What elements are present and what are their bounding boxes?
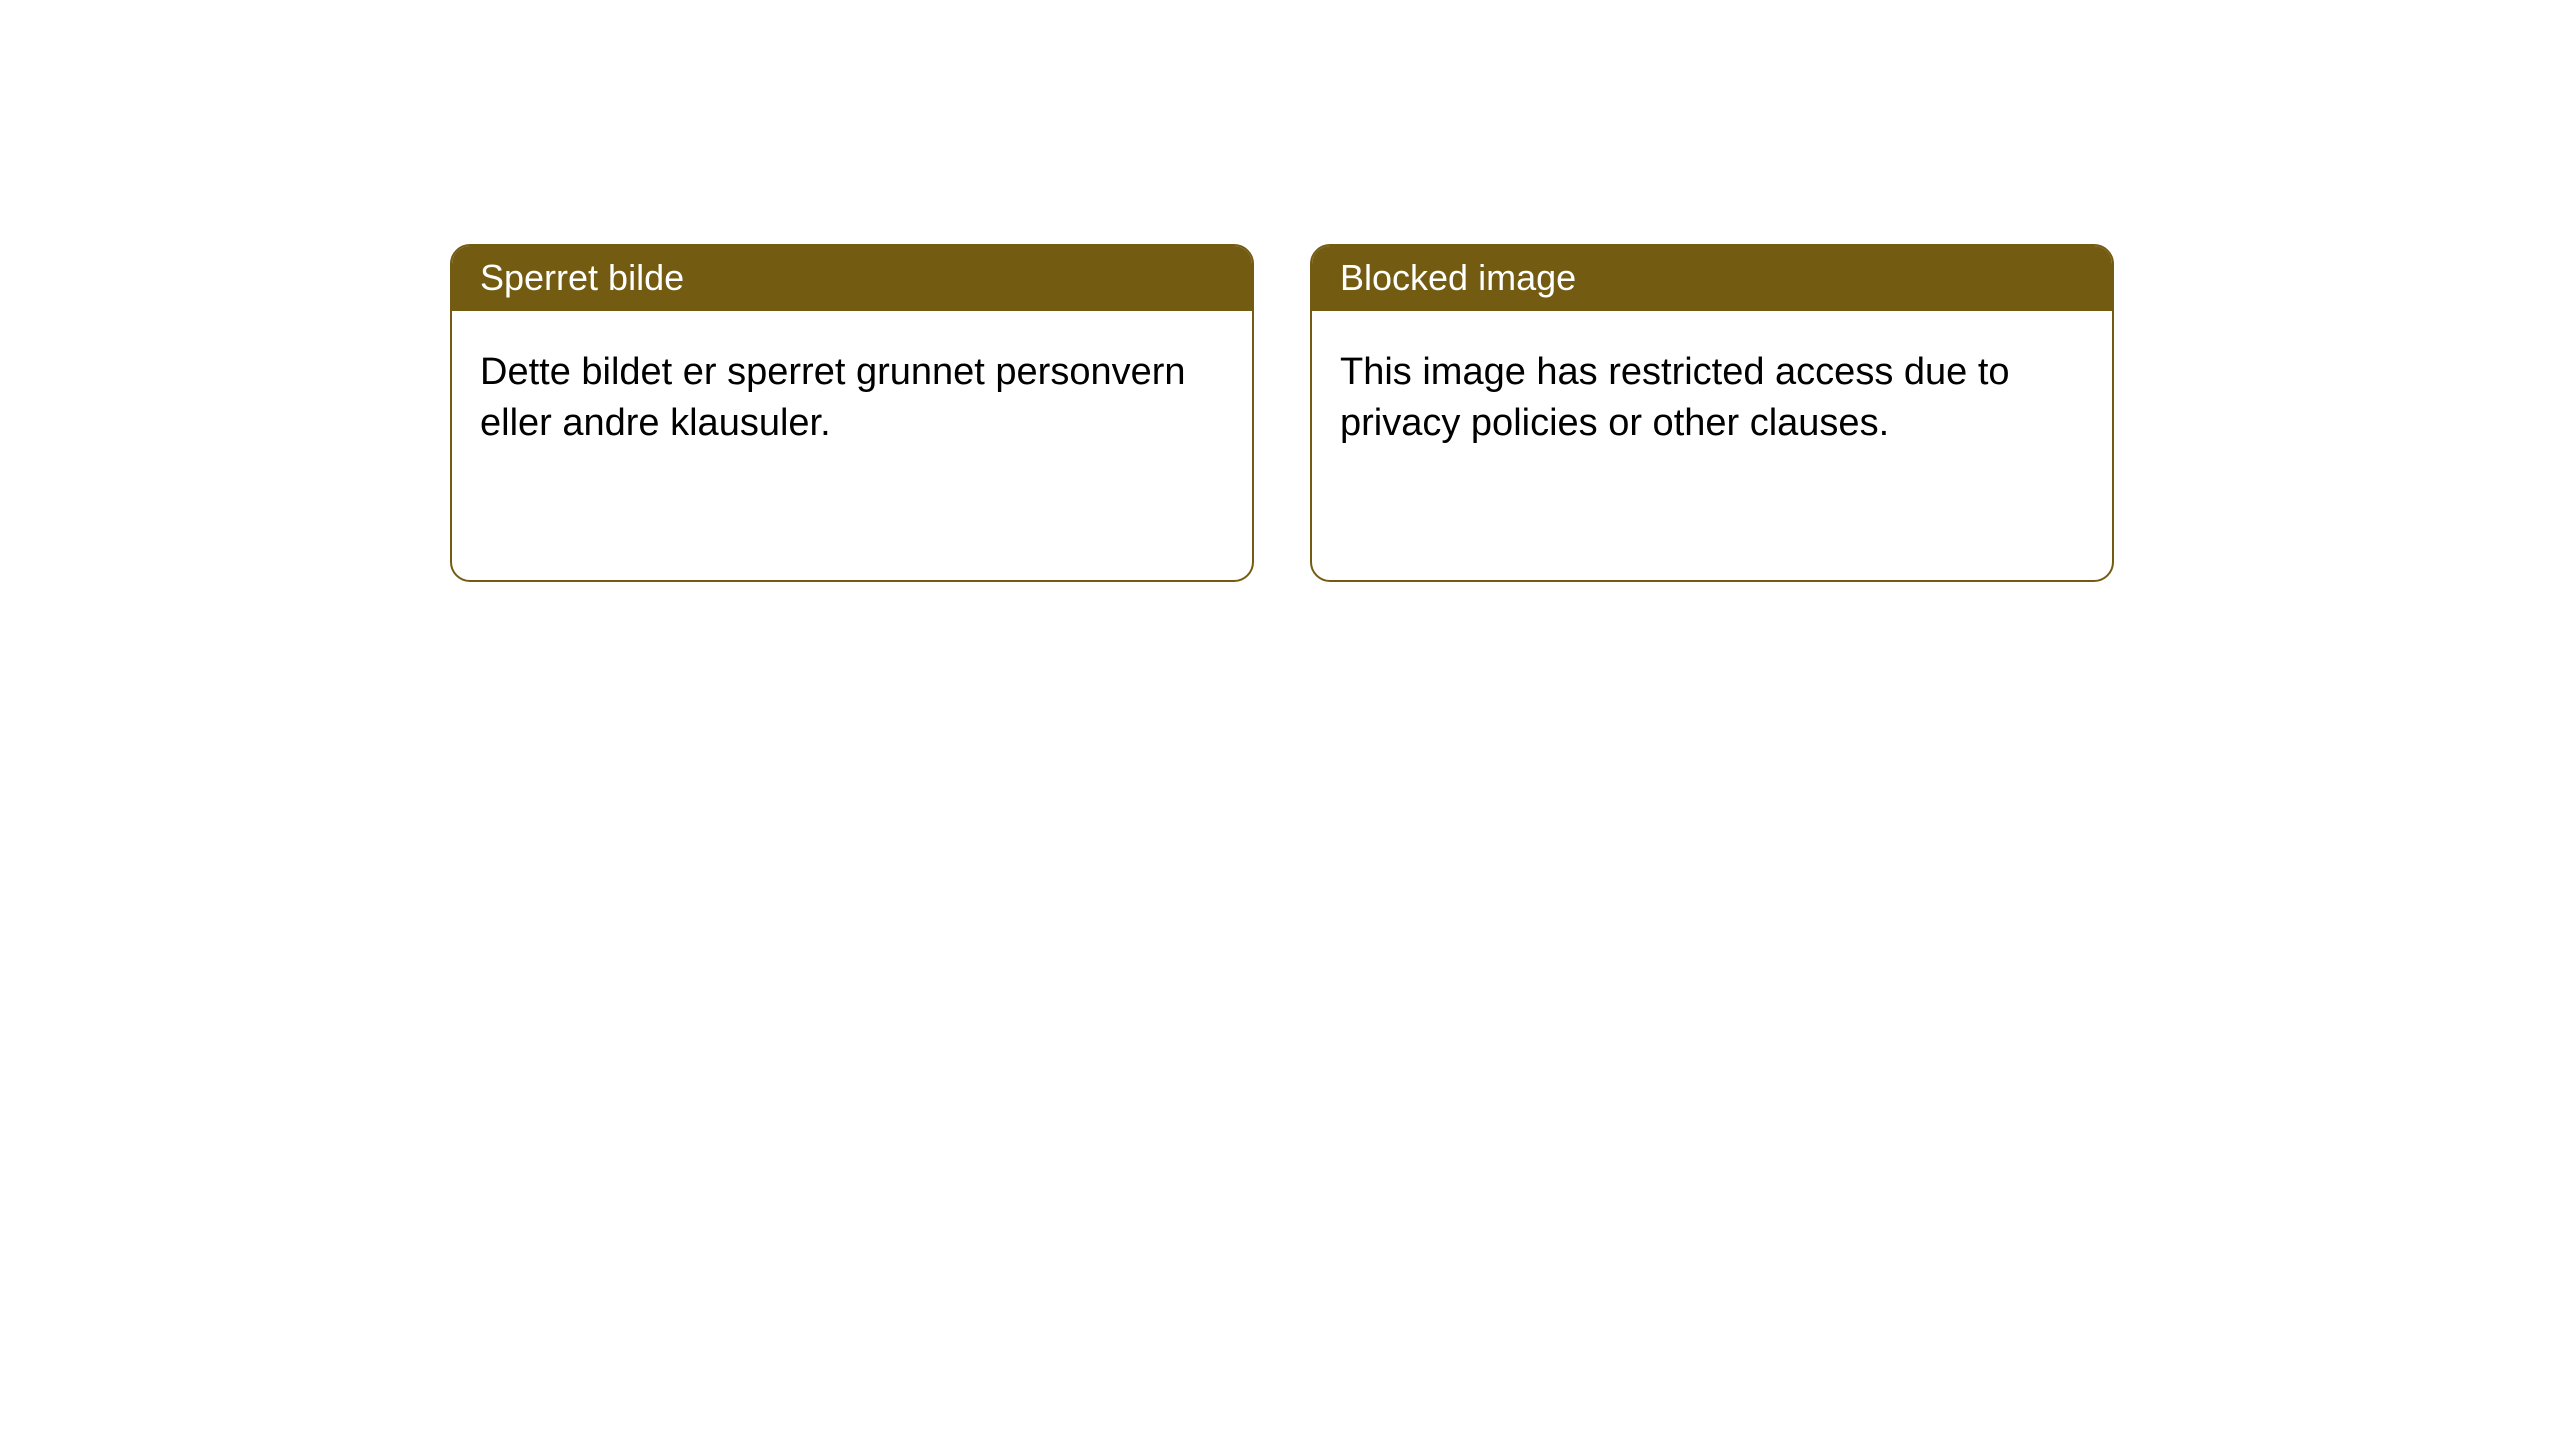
- card-message-no: Dette bildet er sperret grunnet personve…: [480, 351, 1186, 444]
- blocked-image-card-no: Sperret bilde Dette bildet er sperret gr…: [450, 244, 1254, 582]
- blocked-image-card-en: Blocked image This image has restricted …: [1310, 244, 2114, 582]
- cards-container: Sperret bilde Dette bildet er sperret gr…: [0, 0, 2560, 582]
- card-body-en: This image has restricted access due to …: [1312, 311, 2112, 478]
- card-body-no: Dette bildet er sperret grunnet personve…: [452, 311, 1252, 478]
- card-message-en: This image has restricted access due to …: [1340, 351, 2010, 444]
- card-header-en: Blocked image: [1312, 246, 2112, 311]
- card-header-no: Sperret bilde: [452, 246, 1252, 311]
- card-title-no: Sperret bilde: [480, 257, 684, 298]
- card-title-en: Blocked image: [1340, 257, 1576, 298]
